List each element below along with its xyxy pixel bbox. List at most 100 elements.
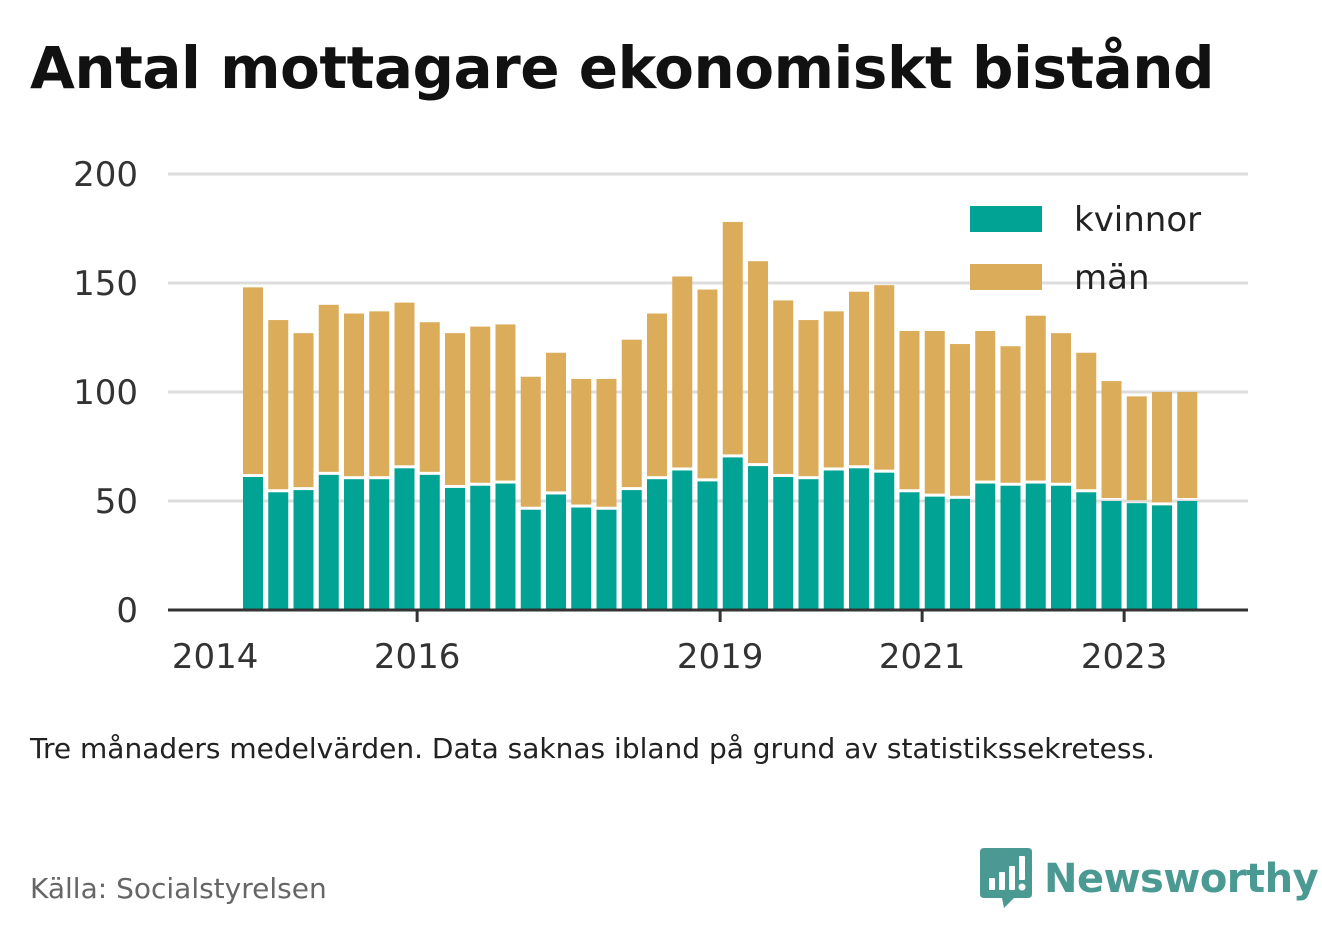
bar-kvinnor	[1177, 501, 1198, 610]
bar-man	[495, 324, 516, 481]
newsworthy-brand[interactable]: Newsworthy	[980, 848, 1319, 910]
bar-kvinnor	[647, 479, 667, 610]
bar-man	[1101, 381, 1122, 498]
bar-kvinnor	[1051, 485, 1071, 610]
bar-kvinnor	[975, 483, 996, 610]
bar-man	[697, 289, 718, 479]
bar-kvinnor	[697, 481, 718, 610]
bar-man	[798, 320, 819, 477]
bar-man	[571, 378, 592, 505]
bar-man	[1152, 392, 1172, 503]
bar-man	[520, 376, 541, 507]
bar-kvinnor	[419, 474, 440, 610]
chart-title: Antal mottagare ekonomiskt bistånd	[30, 34, 1215, 102]
bar-kvinnor	[621, 490, 642, 610]
bar-man	[445, 333, 465, 485]
bar-kvinnor	[445, 487, 465, 610]
bar-kvinnor	[849, 468, 869, 610]
source-label: Källa: Socialstyrelsen	[30, 872, 327, 905]
bar-man	[369, 311, 390, 477]
bar-kvinnor	[1076, 492, 1097, 610]
bar-kvinnor	[748, 466, 768, 610]
bar-kvinnor	[899, 492, 920, 610]
bar-man	[318, 304, 339, 472]
bar-kvinnor	[243, 477, 263, 610]
bar-man	[647, 313, 667, 477]
newsworthy-logo-icon	[980, 848, 1032, 908]
bar-kvinnor	[1000, 485, 1021, 610]
bar-kvinnor	[950, 498, 970, 610]
legend-swatch	[970, 206, 1042, 232]
bar-man	[1025, 315, 1046, 481]
bar-kvinnor	[394, 468, 415, 610]
bars	[243, 221, 1198, 610]
x-tick-label: 2023	[1081, 637, 1168, 677]
bar-man	[823, 311, 844, 468]
bar-kvinnor	[1126, 503, 1147, 610]
legend: kvinnor män	[970, 200, 1201, 298]
bar-kvinnor	[1152, 505, 1172, 610]
bar-kvinnor	[672, 470, 693, 610]
bar-man	[975, 330, 996, 481]
bar-kvinnor	[722, 457, 743, 610]
bar-kvinnor	[924, 496, 945, 610]
bar-man	[1000, 346, 1021, 483]
chart-note: Tre månaders medelvärden. Data saknas ib…	[30, 732, 1155, 765]
y-tick-label: 0	[116, 591, 138, 631]
bar-kvinnor	[546, 494, 566, 610]
stacked-bar-chart: 0 50 100 150 200 2014 2016 2019 2021 2023 kvinnor…	[73, 155, 1248, 677]
bar-man	[344, 313, 364, 477]
bar-man	[621, 339, 642, 488]
bar-man	[596, 378, 617, 507]
x-tick-label: 2014	[172, 637, 259, 677]
bar-man	[849, 291, 869, 466]
bar-man	[394, 302, 415, 466]
bar-man	[1076, 352, 1097, 490]
bar-man	[748, 261, 768, 464]
bar-man	[1126, 396, 1147, 501]
bar-man	[268, 320, 289, 490]
bar-kvinnor	[596, 509, 617, 610]
bar-man	[672, 276, 693, 468]
brand-name: Newsworthy	[1044, 856, 1319, 902]
bar-kvinnor	[293, 490, 314, 610]
bar-kvinnor	[823, 470, 844, 610]
bar-kvinnor	[1025, 483, 1046, 610]
bar-man	[1051, 333, 1071, 483]
bar-man	[874, 285, 895, 470]
bar-man	[899, 330, 920, 490]
y-tick-label: 200	[73, 155, 138, 195]
bar-kvinnor	[520, 509, 541, 610]
bar-kvinnor	[571, 507, 592, 610]
x-tick-label: 2019	[677, 637, 764, 677]
legend-label: män	[1074, 258, 1150, 298]
y-tick-label: 100	[73, 373, 138, 413]
bar-kvinnor	[495, 483, 516, 610]
axes: 0 50 100 150 200 2014 2016 2019 2021 2023	[73, 155, 1248, 677]
legend-swatch	[970, 264, 1042, 290]
x-tick-label: 2016	[374, 637, 461, 677]
bar-kvinnor	[470, 485, 491, 610]
bar-kvinnor	[369, 479, 390, 610]
bar-man	[243, 287, 263, 475]
legend-label: kvinnor	[1074, 200, 1201, 240]
bar-man	[419, 322, 440, 472]
bar-man	[546, 352, 566, 492]
bar-man	[722, 221, 743, 455]
bar-kvinnor	[1101, 501, 1122, 610]
bar-kvinnor	[268, 492, 289, 610]
bar-man	[773, 300, 794, 475]
bar-man	[1177, 392, 1198, 498]
bar-kvinnor	[773, 477, 794, 610]
bar-kvinnor	[318, 474, 339, 610]
bar-kvinnor	[344, 479, 364, 610]
bar-kvinnor	[798, 479, 819, 610]
bar-kvinnor	[874, 472, 895, 610]
bar-man	[924, 330, 945, 494]
y-tick-label: 50	[95, 482, 138, 522]
x-tick-label: 2021	[879, 637, 966, 677]
bar-man	[293, 333, 314, 488]
y-tick-label: 150	[73, 264, 138, 304]
bar-man	[470, 326, 491, 483]
bar-man	[950, 344, 970, 496]
